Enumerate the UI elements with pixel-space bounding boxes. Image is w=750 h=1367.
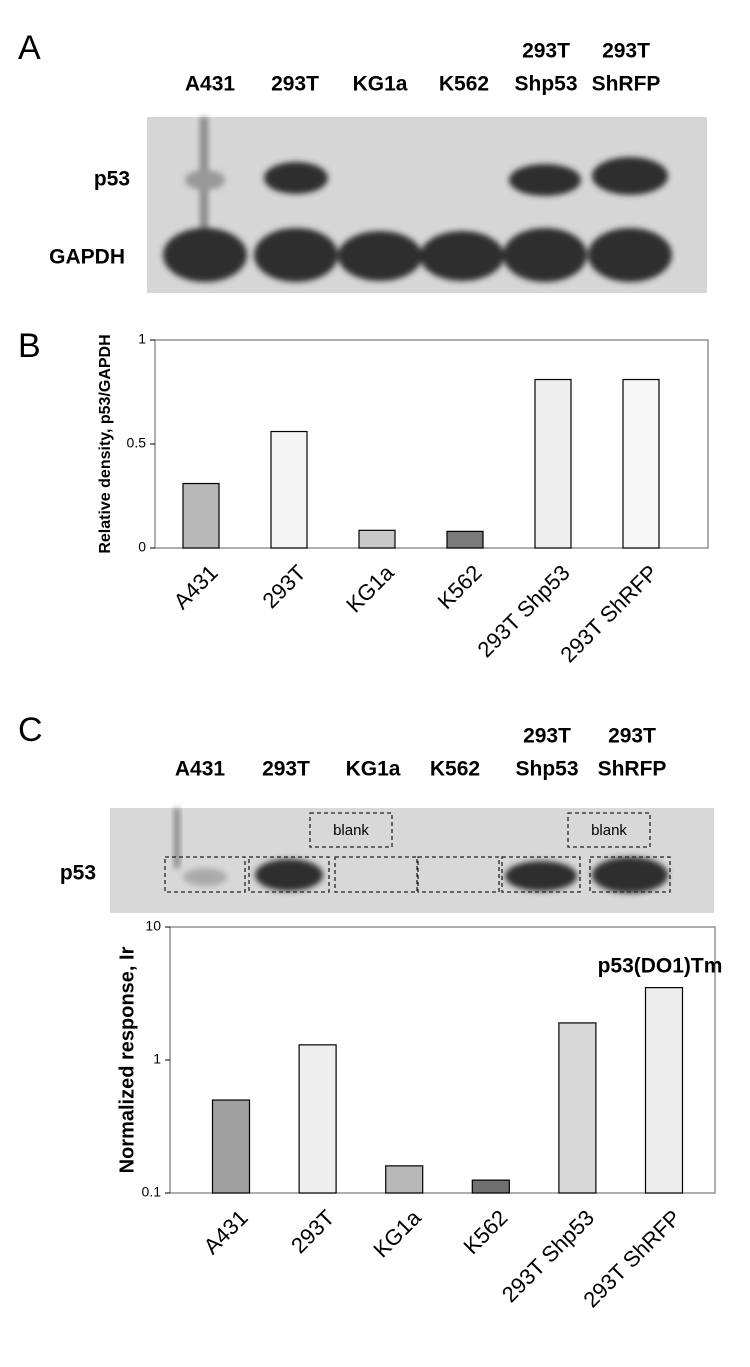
lane-label: KG1a — [346, 758, 401, 781]
row-label: p53 — [94, 168, 130, 191]
bar — [471, 1179, 510, 1194]
annotation: p53(DO1)Tm — [598, 955, 723, 978]
x-tick-label: K562 — [458, 1205, 512, 1259]
lane-label: 293T — [262, 758, 310, 781]
blank-label: blank — [591, 822, 627, 839]
bar — [534, 378, 572, 549]
y-tick-label: 1 — [138, 331, 146, 347]
lane-label: 293T — [602, 40, 650, 63]
lane-label: ShRFP — [598, 758, 667, 781]
blot-c — [110, 808, 714, 913]
y-tick-label: 1 — [153, 1051, 161, 1067]
lane-label: 293T — [523, 725, 571, 748]
lane-label: K562 — [430, 758, 480, 781]
y-axis-label: Relative density, p53/GAPDH — [97, 334, 114, 553]
bar — [622, 378, 660, 549]
y-tick-label: 0.5 — [127, 435, 147, 451]
bar — [358, 529, 396, 549]
panel-letter: B — [18, 327, 41, 365]
y-tick-label: 0.1 — [142, 1184, 162, 1200]
lane-label: Shp53 — [514, 73, 577, 96]
x-tick-label: 293T — [258, 560, 311, 613]
bar — [211, 1099, 251, 1194]
y-tick-label: 10 — [145, 918, 161, 934]
y-tick-label: 0 — [138, 539, 146, 555]
x-tick-label: 293T — [286, 1205, 339, 1258]
lane-label: 293T — [271, 73, 319, 96]
row-label: p53 — [60, 862, 96, 885]
bar — [644, 987, 684, 1194]
lane-label: ShRFP — [592, 73, 661, 96]
bar — [270, 430, 308, 549]
x-tick-label: KG1a — [368, 1204, 426, 1262]
panel-letter: C — [18, 711, 43, 749]
lane-label: A431 — [185, 73, 236, 96]
panel-letter: A — [18, 29, 41, 67]
bar — [558, 1022, 597, 1194]
x-tick-label: K562 — [433, 560, 487, 614]
bar — [298, 1044, 337, 1194]
lane-label: 293T — [608, 725, 656, 748]
x-tick-label: A431 — [199, 1205, 253, 1259]
lane-label: KG1a — [353, 73, 408, 96]
bar — [182, 482, 220, 549]
lane-label: A431 — [175, 758, 226, 781]
row-label: GAPDH — [49, 246, 125, 269]
x-tick-label: KG1a — [341, 559, 399, 617]
blank-label: blank — [333, 822, 369, 839]
lane-label: Shp53 — [515, 758, 578, 781]
blot-a — [147, 117, 707, 293]
lane-label: 293T — [522, 40, 570, 63]
bar — [446, 530, 484, 549]
lane-label: K562 — [439, 73, 489, 96]
y-axis-label: Normalized response, Ir — [116, 946, 138, 1173]
x-tick-label: A431 — [169, 560, 223, 614]
bar — [385, 1165, 424, 1194]
